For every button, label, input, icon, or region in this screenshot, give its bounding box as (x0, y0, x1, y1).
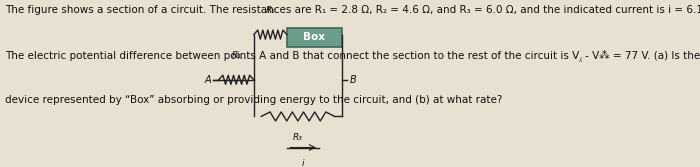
Text: R₃: R₃ (293, 133, 303, 142)
Text: i: i (302, 159, 304, 167)
Text: A: A (204, 75, 211, 85)
Text: Box: Box (304, 32, 326, 42)
Text: R₂: R₂ (265, 6, 275, 15)
Text: B: B (350, 75, 357, 85)
Text: The electric potential difference between points A and B that connect the sectio: The electric potential difference betwee… (5, 50, 700, 62)
Text: R₁: R₁ (231, 51, 241, 60)
Text: The figure shows a section of a circuit. The resistances are R₁ = 2.8 Ω, R₂ = 4.: The figure shows a section of a circuit.… (5, 5, 700, 15)
Text: device represented by “Box” absorbing or providing energy to the circuit, and (b: device represented by “Box” absorbing or… (5, 95, 503, 105)
FancyBboxPatch shape (287, 28, 342, 47)
